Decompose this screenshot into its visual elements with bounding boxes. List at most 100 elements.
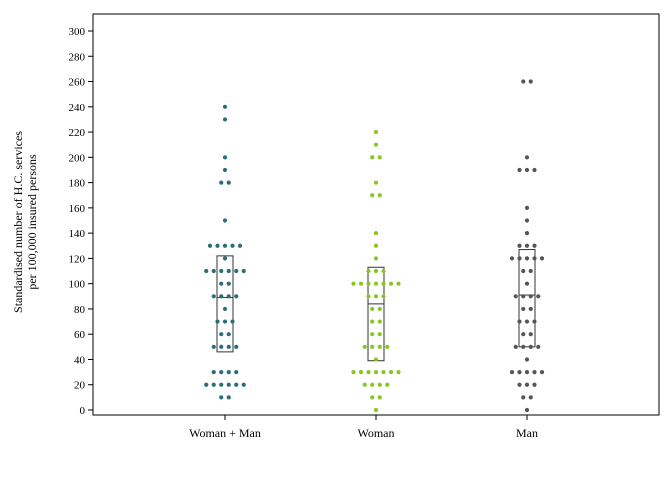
data-point — [373, 268, 379, 274]
y-tick-label: 0 — [80, 405, 86, 417]
data-point — [532, 319, 537, 324]
data-point — [396, 281, 401, 286]
data-point — [362, 344, 367, 349]
data-point — [211, 382, 216, 387]
data-point — [366, 294, 371, 299]
data-point — [366, 281, 371, 286]
y-tick-label: 40 — [74, 354, 86, 366]
y-tick-label: 100 — [69, 279, 86, 291]
data-point — [381, 281, 386, 286]
data-point — [528, 344, 533, 349]
data-point — [521, 332, 526, 337]
data-point — [351, 370, 356, 375]
data-point — [528, 306, 533, 312]
data-point — [373, 357, 379, 362]
data-point — [373, 256, 379, 261]
data-point — [524, 205, 530, 210]
data-point — [532, 382, 537, 387]
y-axis: 0 20 40 60 80 100 120 140 160 180 200 220 240 260 280 3… — [69, 26, 93, 417]
iqr-box — [518, 249, 536, 348]
y-tick-label: 120 — [69, 253, 86, 265]
data-point — [517, 382, 522, 387]
data-point — [524, 281, 530, 286]
data-point — [524, 231, 530, 236]
data-point — [234, 294, 239, 299]
y-tick-label: 200 — [69, 152, 86, 164]
data-point — [207, 243, 213, 248]
data-point — [528, 332, 533, 337]
data-point — [373, 180, 379, 185]
y-tick-label: 60 — [74, 329, 86, 341]
y-tick-label: 220 — [69, 127, 86, 139]
data-point — [362, 382, 367, 387]
data-point — [377, 382, 382, 387]
data-point — [528, 268, 533, 274]
data-point — [358, 370, 364, 375]
data-point — [226, 294, 231, 299]
data-point — [234, 344, 239, 349]
data-point — [358, 281, 364, 286]
y-tick-label: 140 — [69, 228, 86, 240]
data-point — [528, 294, 533, 299]
data-point — [219, 370, 224, 375]
data-point — [377, 193, 382, 198]
data-point — [517, 256, 522, 261]
data-point — [204, 382, 209, 387]
data-point — [528, 79, 533, 84]
data-point — [377, 306, 382, 312]
data-point — [539, 370, 545, 375]
data-point — [219, 344, 224, 349]
data-point — [211, 268, 216, 274]
data-point — [222, 256, 228, 261]
data-point — [226, 180, 231, 185]
data-point — [373, 142, 379, 147]
data-point — [219, 180, 224, 185]
data-point — [222, 167, 228, 173]
dot-group — [204, 79, 545, 413]
data-point — [366, 370, 371, 375]
data-point — [524, 155, 530, 160]
data-point — [215, 319, 220, 324]
data-point — [381, 370, 386, 375]
data-point — [226, 332, 231, 337]
data-point — [517, 167, 522, 173]
data-point — [215, 243, 220, 248]
data-point — [396, 370, 401, 375]
data-point — [388, 370, 394, 375]
data-point — [377, 332, 382, 337]
y-tick-label: 20 — [74, 380, 86, 392]
data-point — [234, 370, 239, 375]
data-point — [532, 243, 537, 248]
data-point — [524, 243, 530, 248]
y-tick-label: 260 — [69, 77, 86, 89]
data-point — [521, 344, 526, 349]
y-tick-label: 240 — [69, 102, 86, 114]
data-point — [222, 243, 228, 248]
y-axis-title-line-1: Standardised number of H.C. services — [11, 131, 25, 313]
data-point — [373, 231, 379, 236]
data-point — [536, 294, 541, 299]
data-point — [226, 344, 231, 349]
data-point — [539, 256, 545, 261]
data-point — [532, 167, 537, 173]
data-point — [241, 268, 246, 274]
data-point — [219, 332, 224, 337]
x-category-label: Woman — [357, 426, 394, 440]
data-point — [370, 395, 375, 400]
data-point — [351, 281, 356, 286]
data-point — [509, 256, 515, 261]
data-point — [366, 268, 371, 274]
data-point — [211, 294, 216, 299]
data-point — [373, 281, 379, 286]
data-point — [377, 395, 382, 400]
data-point — [377, 319, 382, 324]
data-point — [517, 243, 522, 248]
data-point — [524, 357, 530, 362]
data-point — [524, 382, 530, 387]
data-point — [385, 344, 390, 349]
data-point — [222, 104, 228, 109]
data-point — [222, 306, 228, 312]
data-point — [370, 193, 375, 198]
data-point — [204, 268, 209, 274]
data-point — [513, 294, 518, 299]
